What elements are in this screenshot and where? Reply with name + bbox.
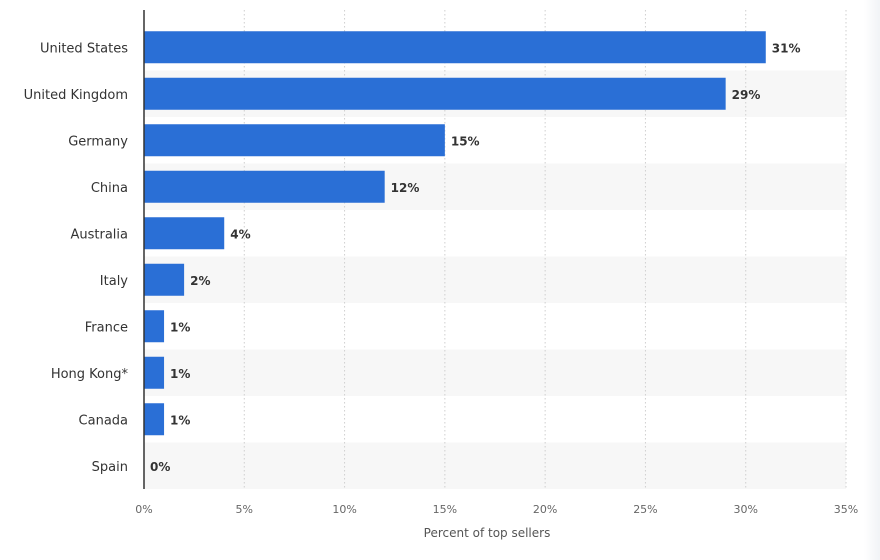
- value-label: 1%: [170, 367, 190, 381]
- category-label: China: [91, 181, 128, 196]
- bar[interactable]: [144, 170, 385, 203]
- bar[interactable]: [144, 124, 445, 157]
- row-stripe: [144, 349, 846, 396]
- value-label: 0%: [150, 460, 170, 474]
- x-tick-label: 0%: [135, 503, 152, 516]
- row-stripe: [144, 442, 846, 489]
- x-tick-label: 15%: [433, 503, 457, 516]
- value-label: 29%: [732, 88, 761, 102]
- value-label: 2%: [190, 274, 210, 288]
- category-label: France: [85, 320, 128, 335]
- row-stripe: [144, 256, 846, 303]
- category-label: United Kingdom: [24, 88, 128, 103]
- value-label: 12%: [391, 181, 420, 195]
- bar[interactable]: [144, 217, 225, 250]
- bar[interactable]: [144, 77, 726, 110]
- value-label: 1%: [170, 320, 190, 334]
- x-tick-label: 10%: [332, 503, 356, 516]
- bar[interactable]: [144, 31, 766, 64]
- x-tick-label: 35%: [834, 503, 858, 516]
- category-label: Italy: [100, 274, 129, 289]
- category-label: Hong Kong*: [51, 367, 129, 382]
- category-label: Canada: [79, 413, 128, 428]
- x-tick-label: 5%: [236, 503, 253, 516]
- value-labels: 31% 29% 15% 12% 4% 2% 1% 1% 1% 0%: [150, 41, 801, 474]
- bars: [144, 31, 766, 436]
- x-tick-labels: 0% 5% 10% 15% 20% 25% 30% 35%: [135, 503, 858, 516]
- category-label: Germany: [68, 134, 128, 149]
- row-stripes: [144, 70, 846, 489]
- bar[interactable]: [144, 356, 165, 389]
- x-tick-label: 20%: [533, 503, 557, 516]
- bar[interactable]: [144, 403, 165, 436]
- right-edge-shade: [864, 0, 880, 560]
- category-label: United States: [40, 41, 128, 56]
- value-label: 31%: [772, 41, 801, 55]
- x-tick-label: 30%: [733, 503, 757, 516]
- bar[interactable]: [144, 310, 165, 343]
- value-label: 4%: [230, 227, 250, 241]
- x-axis-title: Percent of top sellers: [424, 526, 551, 540]
- value-label: 15%: [451, 134, 480, 148]
- category-label: Spain: [92, 460, 128, 475]
- category-labels: United States United Kingdom Germany China A…: [24, 41, 129, 475]
- value-label: 1%: [170, 413, 190, 427]
- x-tick-label: 25%: [633, 503, 657, 516]
- bar[interactable]: [144, 263, 185, 296]
- category-label: Australia: [70, 227, 128, 242]
